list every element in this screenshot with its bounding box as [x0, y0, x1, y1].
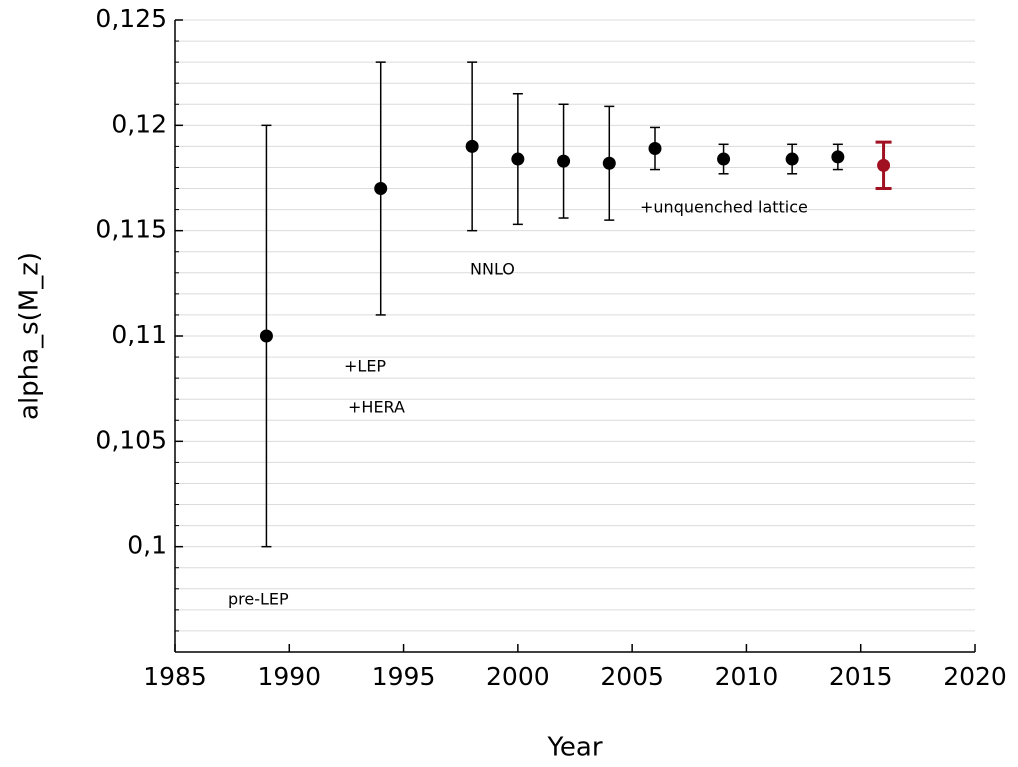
grid: [175, 19, 975, 632]
data-point: [877, 158, 891, 172]
y-tick-label: 0,105: [95, 425, 167, 454]
data-point: [648, 142, 662, 156]
x-tick-label: 2020: [943, 662, 1007, 691]
data-point: [374, 182, 388, 196]
data-point: [831, 150, 845, 164]
data-point: [785, 152, 799, 166]
x-axis-label: Year: [546, 733, 602, 763]
data-point: [511, 152, 525, 166]
annotation: NNLO: [470, 260, 515, 279]
annotation: +HERA: [348, 398, 405, 417]
x-tick-label: 1995: [372, 662, 436, 691]
y-tick-label: 0,11: [111, 320, 167, 349]
annotation: +LEP: [344, 357, 386, 376]
x-tick-label: 2005: [600, 662, 664, 691]
data-point: [259, 329, 273, 343]
y-tick-label: 0,1: [127, 531, 167, 560]
x-tick-label: 2015: [829, 662, 893, 691]
data-point: [465, 139, 479, 153]
y-tick-label: 0,12: [111, 109, 167, 138]
data-point: [717, 152, 731, 166]
y-tick-label: 0,115: [95, 215, 167, 244]
data-point: [602, 156, 616, 170]
data-point: [557, 154, 571, 168]
x-tick-label: 1985: [143, 662, 207, 691]
y-tick-label: 0,125: [95, 4, 167, 33]
annotation: +unquenched lattice: [640, 198, 808, 217]
annotation: pre-LEP: [228, 590, 289, 609]
x-tick-label: 1990: [257, 662, 321, 691]
y-axis-label: alpha_s(M_z): [15, 252, 45, 420]
x-tick-label: 2000: [486, 662, 550, 691]
x-tick-label: 2010: [715, 662, 779, 691]
